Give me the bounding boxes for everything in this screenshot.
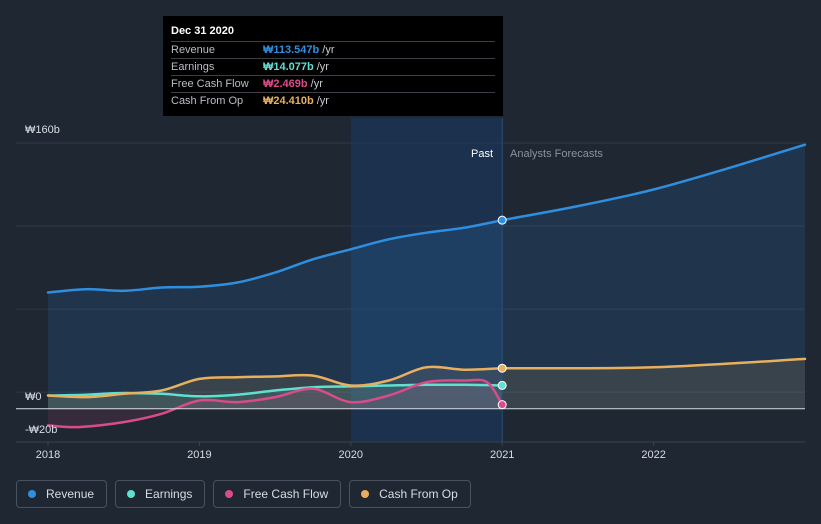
marker-free-cash-flow bbox=[497, 400, 507, 410]
legend-label: Free Cash Flow bbox=[243, 487, 329, 501]
tooltip-value: ₩113.547b bbox=[263, 44, 320, 56]
line-cash-from-op bbox=[46, 365, 504, 399]
x-tick-label: 2022 bbox=[641, 449, 665, 461]
tooltip-unit: /yr bbox=[316, 61, 329, 73]
y-tick-label: -₩20b bbox=[25, 424, 57, 436]
legend-dot-icon bbox=[361, 490, 370, 498]
forecast-label: Analysts Forecasts bbox=[510, 148, 603, 160]
x-axis-labels: 2018 2019 2020 2021 2022 bbox=[36, 442, 666, 461]
line-revenue bbox=[46, 218, 504, 294]
financial-chart: ₩160b ₩0 -₩20b 2018 2019 2020 2021 2022 Past A… bbox=[16, 118, 807, 461]
tooltip-row-revenue: Revenue ₩113.547b /yr bbox=[171, 41, 495, 58]
tooltip-value: ₩24.410b bbox=[263, 95, 314, 107]
tooltip-unit: /yr bbox=[322, 44, 335, 56]
tooltip-unit: /yr bbox=[316, 95, 329, 107]
tooltip-date: Dec 31 2020 bbox=[171, 25, 234, 37]
legend-label: Cash From Op bbox=[379, 487, 458, 501]
x-tick-label: 2019 bbox=[187, 449, 211, 461]
past-label: Past bbox=[471, 148, 493, 160]
forecast-line-cash-from-op bbox=[500, 357, 807, 370]
past-highlight-band bbox=[350, 118, 503, 442]
x-tick-label: 2018 bbox=[36, 449, 60, 461]
tooltip-row-earnings: Earnings ₩14.077b /yr bbox=[171, 58, 495, 75]
tooltip-label: Free Cash Flow bbox=[171, 78, 249, 90]
tooltip-row-free-cash-flow: Free Cash Flow ₩2.469b /yr bbox=[171, 75, 495, 92]
area-free-cash-flow bbox=[48, 379, 503, 428]
data-tooltip: Dec 31 2020 Revenue ₩113.547b /yr Earnin… bbox=[163, 16, 503, 116]
series-lines bbox=[46, 118, 807, 442]
x-tick-label: 2020 bbox=[339, 449, 363, 461]
tooltip-unit: /yr bbox=[310, 78, 323, 90]
legend-label: Earnings bbox=[145, 487, 193, 501]
y-tick-label: ₩160b bbox=[25, 124, 60, 136]
tooltip-value: ₩14.077b bbox=[263, 61, 314, 73]
marker-revenue bbox=[497, 215, 507, 225]
x-tick-label: 2021 bbox=[490, 449, 514, 461]
tooltip-value: ₩2.469b bbox=[263, 78, 308, 90]
tooltip-label: Earnings bbox=[171, 61, 215, 73]
series-markers bbox=[497, 215, 507, 410]
marker-cash-from-op bbox=[497, 363, 507, 373]
line-free-cash-flow bbox=[46, 378, 504, 429]
legend-dot-icon bbox=[28, 490, 36, 498]
legend-revenue[interactable]: Revenue bbox=[16, 480, 108, 508]
tooltip-label: Revenue bbox=[171, 44, 216, 56]
legend-cash-from-op[interactable]: Cash From Op bbox=[349, 480, 471, 508]
legend-earnings[interactable]: Earnings bbox=[115, 480, 206, 508]
area-revenue bbox=[48, 144, 805, 409]
chart-legend: Revenue Earnings Free Cash Flow Cash Fro… bbox=[16, 480, 471, 508]
legend-free-cash-flow[interactable]: Free Cash Flow bbox=[213, 480, 342, 508]
legend-dot-icon bbox=[225, 490, 234, 498]
y-axis-labels: ₩160b ₩0 -₩20b bbox=[25, 124, 60, 436]
legend-label: Revenue bbox=[46, 487, 95, 501]
tooltip-row-cash-from-op: Cash From Op ₩24.410b /yr bbox=[171, 92, 495, 109]
forecast-line-revenue bbox=[500, 143, 807, 222]
y-tick-label: ₩0 bbox=[25, 391, 42, 403]
legend-dot-icon bbox=[127, 490, 136, 498]
marker-earnings bbox=[497, 380, 507, 390]
tooltip-label: Cash From Op bbox=[171, 95, 244, 107]
